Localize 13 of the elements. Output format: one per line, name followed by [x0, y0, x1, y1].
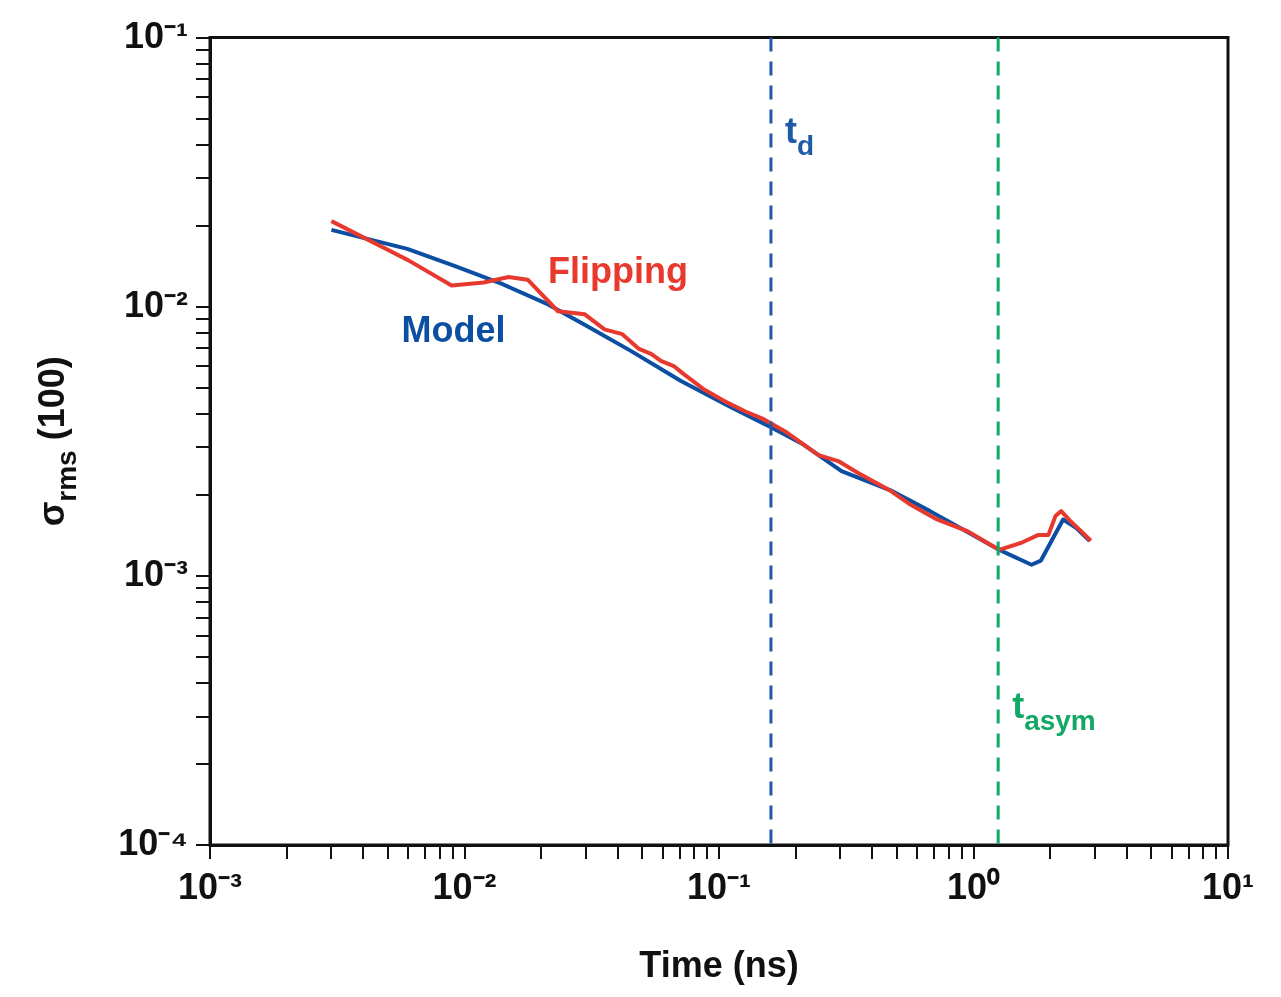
- x-tick-label: 10⁻¹: [686, 865, 752, 907]
- series-label: Model: [401, 308, 506, 350]
- x-tick-label: 10⁰: [946, 865, 1001, 907]
- y-axis-title: σrms (100): [31, 356, 82, 527]
- series-label: Flipping: [547, 250, 688, 292]
- x-tick-label: 10⁻³: [177, 865, 243, 907]
- x-axis-title: Time (ns): [639, 944, 799, 985]
- y-tick-label: 10⁻¹: [123, 14, 188, 56]
- y-tick-label: 10⁻⁴: [118, 821, 188, 863]
- x-tick-label: 10¹: [1201, 865, 1255, 907]
- y-tick-label: 10⁻²: [123, 283, 189, 325]
- y-tick-label: 10⁻³: [123, 552, 189, 594]
- x-tick-label: 10⁻²: [432, 865, 497, 907]
